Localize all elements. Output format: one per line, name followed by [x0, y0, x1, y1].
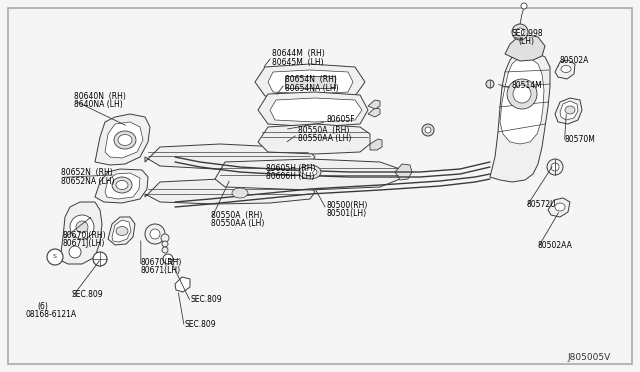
Circle shape: [145, 224, 165, 244]
Circle shape: [163, 254, 173, 264]
Circle shape: [486, 80, 494, 88]
Circle shape: [150, 229, 160, 239]
Ellipse shape: [565, 106, 575, 114]
Text: 08168-6121A: 08168-6121A: [26, 310, 77, 319]
Circle shape: [69, 246, 81, 258]
Circle shape: [513, 85, 531, 103]
Text: 80671J(LH): 80671J(LH): [63, 239, 105, 248]
Text: 80645M  (LH): 80645M (LH): [272, 58, 324, 67]
Polygon shape: [395, 164, 412, 180]
Polygon shape: [368, 100, 380, 109]
Circle shape: [162, 241, 168, 247]
Circle shape: [70, 215, 94, 239]
Text: 80605F: 80605F: [326, 115, 355, 124]
Polygon shape: [108, 217, 135, 245]
Text: 80550AA (LH): 80550AA (LH): [211, 219, 264, 228]
Ellipse shape: [118, 135, 132, 145]
Bar: [285, 76, 335, 88]
Text: 80640N  (RH): 80640N (RH): [74, 92, 125, 101]
Text: 80572U: 80572U: [526, 200, 556, 209]
Ellipse shape: [116, 180, 128, 189]
Polygon shape: [95, 114, 150, 165]
Polygon shape: [268, 70, 353, 94]
Text: 80652N  (RH): 80652N (RH): [61, 169, 113, 177]
Circle shape: [551, 163, 559, 171]
Text: 80550A  (RH): 80550A (RH): [211, 211, 262, 219]
Polygon shape: [95, 169, 148, 203]
Ellipse shape: [232, 188, 248, 198]
Polygon shape: [175, 277, 190, 292]
Text: 80514M: 80514M: [512, 81, 543, 90]
Polygon shape: [500, 57, 544, 144]
Text: 8640NA (LH): 8640NA (LH): [74, 100, 122, 109]
Polygon shape: [560, 101, 578, 120]
Text: 80605H (RH): 80605H (RH): [266, 164, 315, 173]
Polygon shape: [105, 173, 140, 199]
Circle shape: [76, 221, 88, 233]
Polygon shape: [368, 108, 380, 117]
Polygon shape: [145, 179, 315, 204]
Ellipse shape: [112, 177, 132, 193]
Polygon shape: [255, 64, 365, 99]
Text: 80502AA: 80502AA: [538, 241, 572, 250]
Polygon shape: [60, 202, 102, 264]
Circle shape: [512, 24, 528, 40]
Polygon shape: [505, 35, 545, 61]
Text: SEC.809: SEC.809: [191, 295, 222, 304]
Circle shape: [507, 79, 537, 109]
Polygon shape: [370, 139, 382, 150]
Ellipse shape: [116, 227, 128, 235]
Text: J805005V: J805005V: [568, 353, 611, 362]
Ellipse shape: [555, 203, 565, 211]
Circle shape: [516, 28, 524, 36]
Ellipse shape: [303, 168, 317, 176]
Text: S: S: [53, 254, 57, 260]
Text: (LH): (LH): [518, 37, 534, 46]
Text: (6): (6): [37, 302, 48, 311]
Circle shape: [422, 124, 434, 136]
Text: 80670J(RH): 80670J(RH): [63, 231, 106, 240]
Text: 80606H (LH): 80606H (LH): [266, 172, 314, 181]
Circle shape: [521, 3, 527, 9]
Circle shape: [161, 234, 169, 242]
Polygon shape: [490, 50, 550, 182]
Polygon shape: [555, 98, 582, 124]
Text: 80654NA (LH): 80654NA (LH): [285, 84, 339, 93]
Text: 80644M  (RH): 80644M (RH): [272, 49, 324, 58]
Text: 80550AA (LH): 80550AA (LH): [298, 134, 351, 143]
Text: 80670(RH): 80670(RH): [141, 258, 182, 267]
Text: SEC.809: SEC.809: [184, 320, 216, 329]
Polygon shape: [215, 159, 400, 190]
Circle shape: [162, 247, 168, 253]
Circle shape: [93, 252, 107, 266]
Ellipse shape: [114, 131, 136, 149]
Text: 80500(RH): 80500(RH): [326, 201, 368, 210]
Text: 80671(LH): 80671(LH): [141, 266, 181, 275]
Polygon shape: [270, 98, 362, 122]
Circle shape: [47, 249, 63, 265]
Polygon shape: [145, 144, 315, 169]
Circle shape: [425, 127, 431, 133]
Text: 80570M: 80570M: [564, 135, 595, 144]
Ellipse shape: [299, 165, 321, 179]
Polygon shape: [112, 220, 131, 242]
Text: 80652NA (LH): 80652NA (LH): [61, 177, 115, 186]
Text: 80550A  (RH): 80550A (RH): [298, 126, 349, 135]
Ellipse shape: [561, 65, 571, 73]
Polygon shape: [258, 124, 370, 154]
Text: 80502A: 80502A: [560, 56, 589, 65]
Polygon shape: [258, 92, 368, 127]
Polygon shape: [105, 122, 143, 158]
Text: SEC.998: SEC.998: [512, 29, 543, 38]
Polygon shape: [548, 198, 570, 217]
Text: 80654N  (RH): 80654N (RH): [285, 76, 337, 84]
Polygon shape: [555, 60, 575, 79]
Circle shape: [547, 159, 563, 175]
Text: SEC.809: SEC.809: [72, 290, 103, 299]
Text: 80501(LH): 80501(LH): [326, 209, 367, 218]
